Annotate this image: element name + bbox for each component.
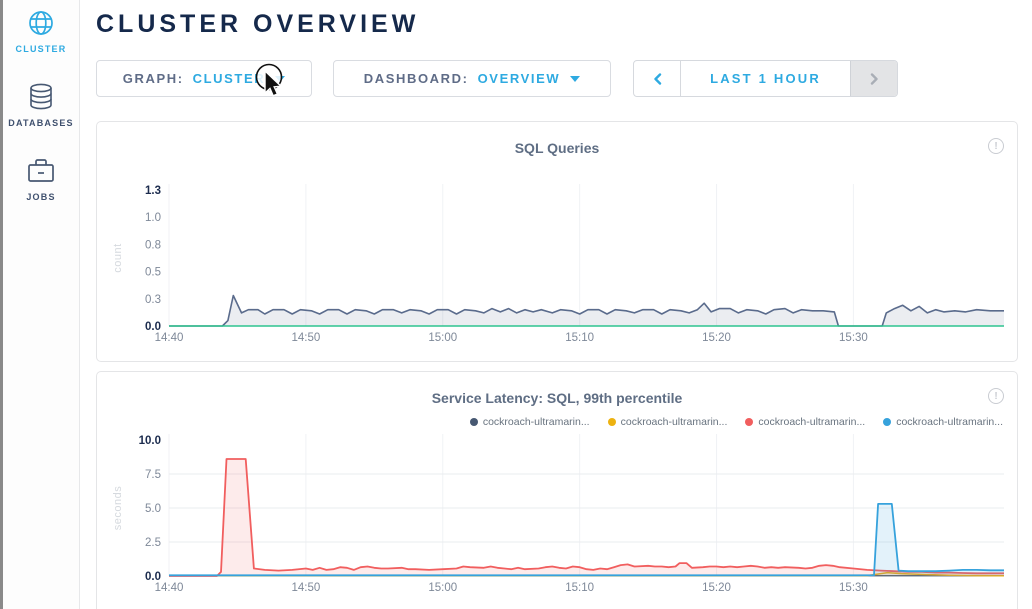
time-prev-button[interactable]: [634, 61, 681, 96]
chevron-down-icon: [570, 75, 581, 82]
svg-text:14:40: 14:40: [155, 332, 184, 344]
chevron-left-icon: [653, 72, 661, 85]
chart-title: SQL Queries: [514, 140, 600, 156]
legend-dot-icon: [469, 418, 478, 426]
sidebar-item-label: CLUSTER: [15, 44, 67, 54]
sidebar: CLUSTER DATABASES JOBS: [3, 0, 80, 609]
svg-text:15:30: 15:30: [839, 332, 868, 344]
sidebar-item-cluster[interactable]: CLUSTER: [8, 8, 74, 54]
window-edge: [0, 0, 3, 609]
svg-text:1.0: 1.0: [145, 212, 161, 224]
dashboard-dropdown[interactable]: DASHBOARD: OVERVIEW: [333, 60, 611, 97]
svg-text:5.0: 5.0: [145, 503, 161, 515]
sidebar-item-label: DATABASES: [8, 118, 74, 128]
page-title: CLUSTER OVERVIEW: [96, 10, 420, 38]
info-icon[interactable]: !: [988, 138, 1004, 154]
svg-text:10.0: 10.0: [139, 435, 161, 447]
time-window-label[interactable]: LAST 1 HOUR: [710, 71, 821, 86]
graph-dropdown-value: CLUSTER: [192, 71, 266, 86]
time-next-button-disabled[interactable]: [850, 61, 897, 96]
legend-dot-icon: [883, 418, 892, 426]
svg-text:seconds: seconds: [112, 486, 124, 530]
svg-text:15:00: 15:00: [428, 332, 457, 344]
legend-label: cockroach-ultramarin...: [620, 416, 728, 428]
time-window-selector: LAST 1 HOUR: [633, 60, 898, 97]
legend-label: cockroach-ultramarin...: [758, 416, 866, 428]
svg-text:0.0: 0.0: [145, 571, 161, 583]
svg-text:15:20: 15:20: [702, 582, 731, 594]
info-icon[interactable]: !: [988, 388, 1004, 404]
sql-queries-chart[interactable]: 0.0 0.3 0.5 0.8 1.0 1.3 14:40 14:50 15:00 15:10 15…: [97, 162, 1017, 367]
graph-dropdown-label: GRAPH:: [122, 71, 184, 86]
dashboard-dropdown-label: DASHBOARD:: [363, 71, 469, 86]
globe-icon: [26, 8, 56, 38]
chart-legend: cockroach-ultramarin... cockroach-ultrama…: [469, 416, 1003, 428]
legend-label: cockroach-ultramarin...: [896, 416, 1003, 428]
svg-text:14:50: 14:50: [291, 332, 320, 344]
chart-title: Service Latency: SQL, 99th percentile: [431, 390, 683, 406]
svg-text:0.5: 0.5: [145, 267, 161, 279]
svg-text:2.5: 2.5: [145, 537, 161, 549]
sidebar-item-jobs[interactable]: JOBS: [8, 156, 74, 202]
dashboard-dropdown-value: OVERVIEW: [477, 71, 561, 86]
legend-item[interactable]: cockroach-ultramarin...: [469, 416, 590, 428]
legend-dot-icon: [607, 418, 616, 426]
svg-text:14:40: 14:40: [155, 582, 184, 594]
legend-item[interactable]: cockroach-ultramarin...: [883, 416, 1003, 428]
legend-label: cockroach-ultramarin...: [482, 416, 590, 428]
legend-dot-icon: [745, 418, 754, 426]
svg-text:15:10: 15:10: [565, 332, 594, 344]
service-latency-panel: Service Latency: SQL, 99th percentile ! …: [96, 371, 1018, 609]
svg-text:0.3: 0.3: [145, 294, 161, 306]
svg-text:15:00: 15:00: [428, 582, 457, 594]
svg-text:15:30: 15:30: [839, 582, 868, 594]
svg-text:7.5: 7.5: [145, 469, 161, 481]
legend-item[interactable]: cockroach-ultramarin...: [745, 416, 865, 428]
svg-text:0.0: 0.0: [145, 321, 161, 333]
svg-text:14:50: 14:50: [291, 582, 320, 594]
chevron-down-icon: [275, 75, 286, 82]
service-latency-chart[interactable]: 0.0 2.5 5.0 7.5 10.0 14:40 14:50 15:00 15:10 15:2…: [97, 428, 1017, 609]
sql-queries-panel: SQL Queries ! 0.0 0.3 0.5 0.8 1.0 1.3 14:40 14:…: [96, 121, 1018, 362]
database-icon: [26, 82, 56, 112]
svg-text:count: count: [112, 243, 124, 272]
svg-text:0.8: 0.8: [145, 239, 161, 251]
sidebar-item-databases[interactable]: DATABASES: [8, 82, 74, 128]
legend-item[interactable]: cockroach-ultramarin...: [607, 416, 728, 428]
graph-dropdown[interactable]: GRAPH: CLUSTER: [96, 60, 312, 97]
svg-text:15:10: 15:10: [565, 582, 594, 594]
briefcase-icon: [26, 156, 56, 186]
svg-text:1.3: 1.3: [145, 185, 161, 197]
svg-text:15:20: 15:20: [702, 332, 731, 344]
chevron-right-icon: [870, 72, 878, 85]
sidebar-item-label: JOBS: [26, 192, 56, 202]
